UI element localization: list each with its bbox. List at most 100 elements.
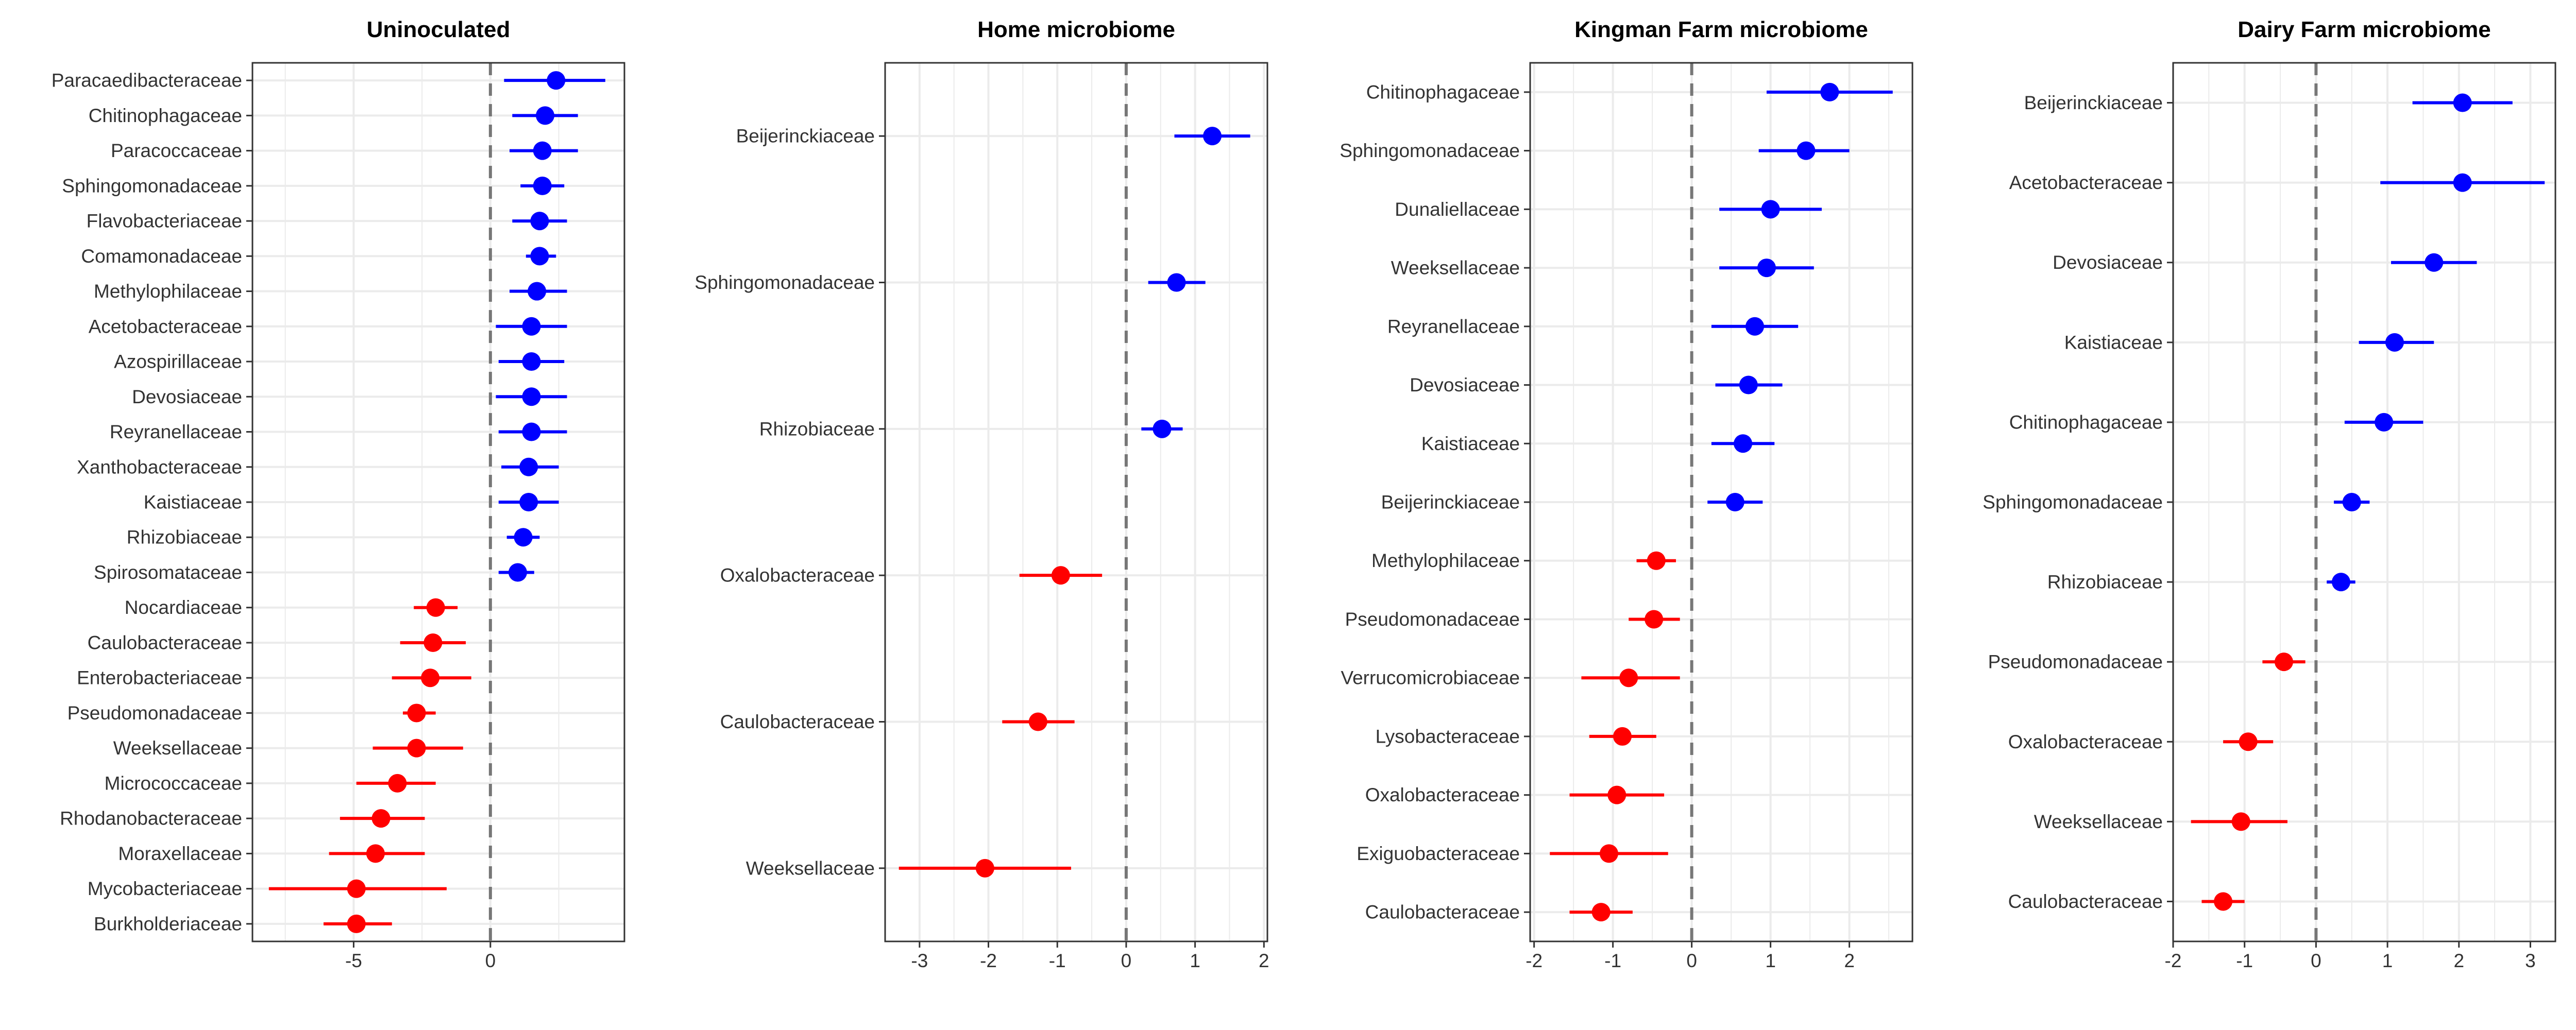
category-label: Sphingomonadaceae [62,175,242,196]
category-label: Chitinophagaceae [2009,411,2163,433]
panel-title: Home microbiome [977,17,1175,42]
estimate-point [2453,93,2472,112]
category-label: Paracoccaceae [111,140,242,161]
estimate-point [371,809,391,828]
estimate-point [1599,844,1618,863]
category-label: Beijerinckiaceae [2024,92,2163,113]
x-tick-label: -1 [1604,950,1621,971]
estimate-point [347,879,366,898]
estimate-point [2425,253,2444,272]
estimate-point [522,352,541,371]
estimate-point [536,106,555,125]
panel-title: Dairy Farm microbiome [2238,17,2491,42]
category-label: Rhizobiaceae [759,418,875,439]
category-label: Enterobacteriaceae [77,667,242,689]
category-label: Sphingomonadaceae [694,272,875,293]
estimate-point [388,774,407,793]
category-label: Paracaedibacteraceae [52,70,242,91]
category-label: Sphingomonadaceae [1982,492,2163,513]
estimate-point [1591,903,1611,922]
estimate-point [1647,551,1666,570]
category-label: Pseudomonadaceae [67,702,242,724]
category-label: Caulobacteraceae [2008,891,2163,912]
category-label: Devosiaceae [2053,252,2163,273]
category-label: Beijerinckiaceae [736,126,875,147]
estimate-point [514,528,533,547]
category-label: Caulobacteraceae [720,711,875,732]
estimate-point [2331,573,2350,592]
estimate-point [528,282,547,301]
category-label: Reyranellaceae [1387,316,1520,337]
estimate-point [1051,566,1070,585]
category-label: Weeksellaceae [746,857,875,879]
category-label: Methylophilaceae [1371,550,1520,571]
category-label: Devosiaceae [1410,374,1520,396]
x-tick-label: -3 [911,950,928,971]
category-label: Acetobacteraceae [2009,172,2163,193]
estimate-point [1613,727,1632,746]
category-label: Weeksellaceae [113,737,242,759]
x-tick-label: 0 [1121,950,1132,971]
category-label: Comamonadaceae [81,246,242,267]
category-label: Spirosomataceae [94,562,242,583]
category-label: Oxalobacteraceae [2008,731,2163,752]
category-label: Dunaliellaceae [1395,199,1520,220]
category-label: Beijerinckiaceae [1381,492,1520,513]
estimate-point [1028,712,1047,731]
category-label: Lysobacteraceae [1376,726,1520,747]
estimate-point [1153,419,1172,438]
estimate-point [1745,317,1765,336]
estimate-point [1757,259,1776,278]
category-label: Chitinophagaceae [89,105,242,126]
x-tick-label: 0 [1686,950,1697,971]
category-label: Rhizobiaceae [2047,572,2163,593]
x-tick-label: 2 [1844,950,1855,971]
x-tick-label: 1 [1190,950,1200,971]
estimate-point [426,598,445,617]
category-label: Weeksellaceae [2034,811,2163,832]
category-label: Sphingomonadaceae [1340,140,1520,161]
estimate-point [1167,273,1186,292]
x-tick-label: 1 [1765,950,1776,971]
x-tick-label: -2 [1526,950,1543,971]
category-label: Pseudomonadaceae [1988,651,2163,673]
x-tick-label: 2 [2453,950,2464,971]
estimate-point [1619,668,1638,688]
estimate-point [2385,333,2404,352]
estimate-point [2231,812,2250,831]
category-label: Micrococcaceae [105,772,242,794]
category-label: Nocardiaceae [125,597,242,618]
estimate-point [1607,785,1626,804]
estimate-point [522,422,541,441]
category-label: Kaistiaceae [2064,332,2163,353]
category-label: Exiguobacteraceae [1357,843,1520,864]
estimate-point [2453,173,2472,192]
estimate-point [533,141,552,160]
x-tick-label: -1 [2236,950,2253,971]
estimate-point [522,317,541,336]
estimate-point [2239,732,2258,751]
category-label: Methylophilaceae [94,281,242,302]
x-tick-label: 2 [1259,950,1269,971]
panel-4: Beijerinckiaceae Acetobacteraceae Devosiac… [1982,17,2556,971]
estimate-point [423,633,443,652]
estimate-point [366,844,385,863]
estimate-point [519,457,538,476]
estimate-point [547,71,566,90]
estimate-point [407,739,426,758]
category-label: Oxalobacteraceae [1365,784,1520,805]
category-label: Devosiaceae [132,386,242,407]
category-label: Rhodanobacteraceae [60,808,242,829]
x-tick-label: 3 [2525,950,2536,971]
estimate-point [1797,141,1816,160]
estimate-point [2214,892,2233,911]
category-label: Acetobacteraceae [89,316,242,337]
estimate-point [1739,375,1758,394]
x-tick-label: -5 [345,950,362,971]
x-tick-label: 0 [2311,950,2321,971]
estimate-point [1761,200,1780,219]
panel-border [884,62,1268,942]
category-label: Pseudomonadaceae [1345,609,1520,630]
x-tick-label: 1 [2382,950,2393,971]
